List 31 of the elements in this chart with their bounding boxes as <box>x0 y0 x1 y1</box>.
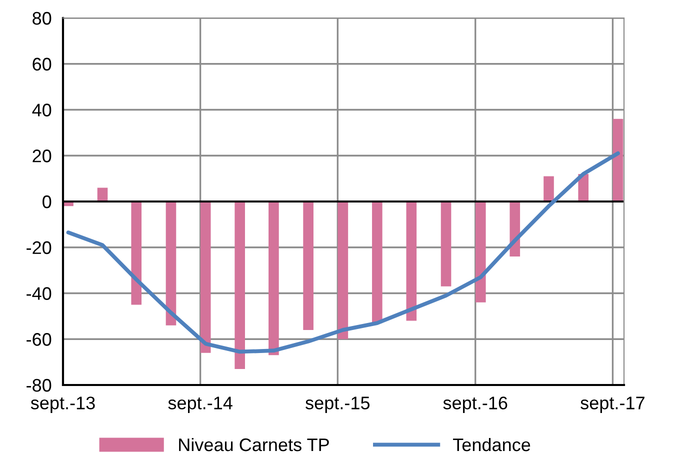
y-tick-label: -60 <box>26 333 52 346</box>
y-tick-label: 40 <box>32 104 52 116</box>
y-tick-label: -20 <box>26 241 52 254</box>
bar <box>234 202 245 369</box>
bar <box>372 202 382 324</box>
y-tick-label: -40 <box>26 287 52 300</box>
bar <box>475 202 486 302</box>
x-tick-label: sept.-16 <box>443 396 508 413</box>
y-tick-label: 60 <box>32 58 52 71</box>
bar <box>406 202 417 321</box>
y-tick-label: 0 <box>42 195 52 208</box>
bar <box>166 202 176 326</box>
legend-label: Niveau Carnets TP <box>179 438 329 452</box>
x-tick-label: sept.-17 <box>580 396 644 413</box>
x-tick-label: sept.-13 <box>30 396 95 413</box>
bar <box>268 202 279 356</box>
bar <box>200 202 211 353</box>
bar <box>338 202 348 340</box>
bar <box>97 188 108 202</box>
bar <box>440 202 452 286</box>
bar <box>612 118 624 202</box>
bar <box>131 202 142 305</box>
y-tick-label: -80 <box>26 378 52 392</box>
y-tick-label: 20 <box>32 150 52 162</box>
line-series <box>66 151 620 354</box>
bar <box>544 176 554 202</box>
bar <box>303 202 314 330</box>
x-tick-label: sept.-15 <box>306 396 370 413</box>
x-tick-label: sept.-14 <box>168 396 232 413</box>
legend-label: Tendance <box>453 438 530 452</box>
y-tick-label: 80 <box>32 12 52 25</box>
